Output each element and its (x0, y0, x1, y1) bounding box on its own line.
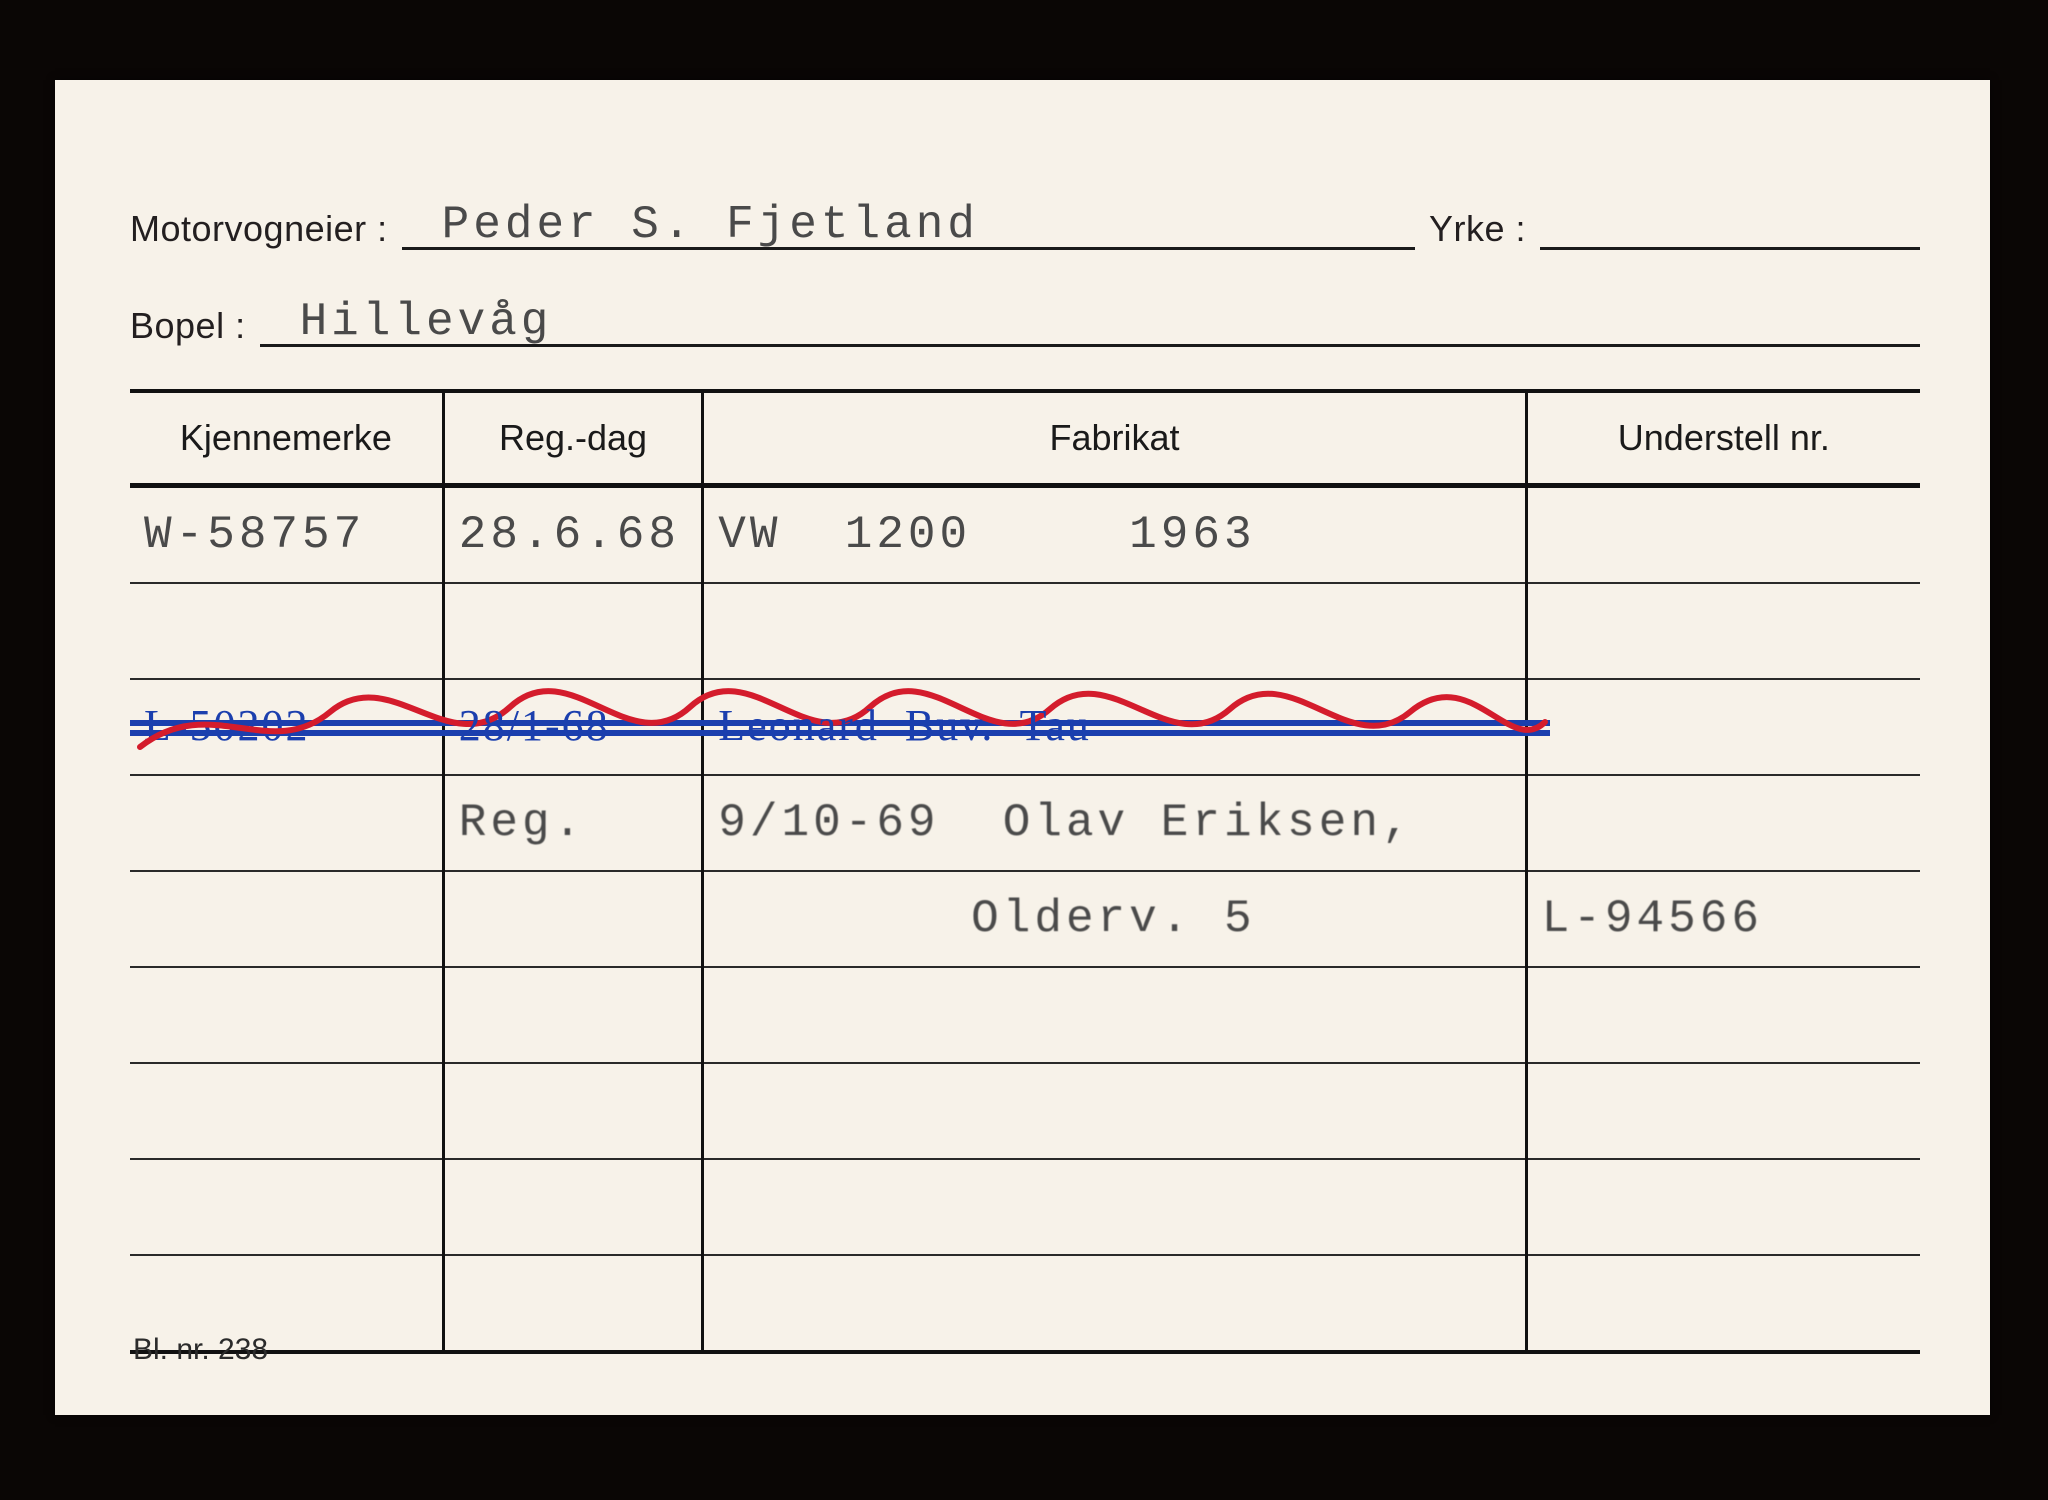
table-row: Olderv. 5L-94566 (130, 871, 1920, 967)
registration-table: Kjennemerke Reg.-dag Fabrikat Understell… (130, 389, 1920, 1354)
form-id: Bl. nr. 238 (133, 1333, 268, 1367)
table-cell: W-58757 (130, 486, 443, 584)
table-cell: VW 1200 1963 (703, 486, 1526, 584)
owner-row: Motorvogneier : Peder S. Fjetland Yrke : (130, 195, 1920, 250)
col-reg-dag: Reg.-dag (443, 391, 703, 486)
table-cell (130, 775, 443, 871)
table-cell (1526, 583, 1920, 679)
table-row: Reg.9/10-69 Olav Eriksen, (130, 775, 1920, 871)
table-cell: Leonard Buv. Tau (703, 679, 1526, 775)
residence-field: Hillevåg (260, 292, 1920, 347)
table-cell (1526, 1159, 1920, 1255)
table-cell (130, 583, 443, 679)
residence-value: Hillevåg (300, 296, 553, 348)
occupation-field (1540, 195, 1920, 250)
table-cell (1526, 1255, 1920, 1352)
owner-label: Motorvogneier : (130, 208, 388, 250)
table-cell (703, 1063, 1526, 1159)
table-cell (443, 1255, 703, 1352)
table-cell (703, 1255, 1526, 1352)
table-cell: 9/10-69 Olav Eriksen, (703, 775, 1526, 871)
table-cell: 28/1-68 (443, 679, 703, 775)
table-cell (443, 871, 703, 967)
occupation-label: Yrke : (1429, 208, 1526, 250)
table-cell (443, 583, 703, 679)
table-header-row: Kjennemerke Reg.-dag Fabrikat Understell… (130, 391, 1920, 486)
table-cell (443, 1159, 703, 1255)
table-cell: L-94566 (1526, 871, 1920, 967)
table-cell (130, 967, 443, 1063)
table-row: W-5875728.6.68VW 1200 1963 (130, 486, 1920, 584)
table-row (130, 1063, 1920, 1159)
table-cell: Reg. (443, 775, 703, 871)
table-row (130, 583, 1920, 679)
table-cell (130, 1063, 443, 1159)
table-cell: L-50202 (130, 679, 443, 775)
col-kjennemerke: Kjennemerke (130, 391, 443, 486)
col-fabrikat: Fabrikat (703, 391, 1526, 486)
table-cell (1526, 679, 1920, 775)
table-row (130, 1159, 1920, 1255)
table-cell (703, 967, 1526, 1063)
table-cell (703, 583, 1526, 679)
table-cell (130, 1159, 443, 1255)
table-cell (703, 1159, 1526, 1255)
table-cell (1526, 486, 1920, 584)
table-cell: Olderv. 5 (703, 871, 1526, 967)
table-cell (130, 871, 443, 967)
residence-label: Bopel : (130, 305, 246, 347)
table-cell: 28.6.68 (443, 486, 703, 584)
col-understell: Understell nr. (1526, 391, 1920, 486)
residence-row: Bopel : Hillevåg (130, 292, 1920, 347)
table-cell (1526, 775, 1920, 871)
table-cell (443, 1063, 703, 1159)
index-card: Motorvogneier : Peder S. Fjetland Yrke :… (55, 80, 1990, 1415)
table-row (130, 967, 1920, 1063)
table-row (130, 1255, 1920, 1352)
owner-field: Peder S. Fjetland (402, 195, 1415, 250)
owner-value: Peder S. Fjetland (442, 199, 979, 251)
table-cell (1526, 1063, 1920, 1159)
table-row: L-5020228/1-68Leonard Buv. Tau (130, 679, 1920, 775)
table-cell (443, 967, 703, 1063)
table-cell (1526, 967, 1920, 1063)
